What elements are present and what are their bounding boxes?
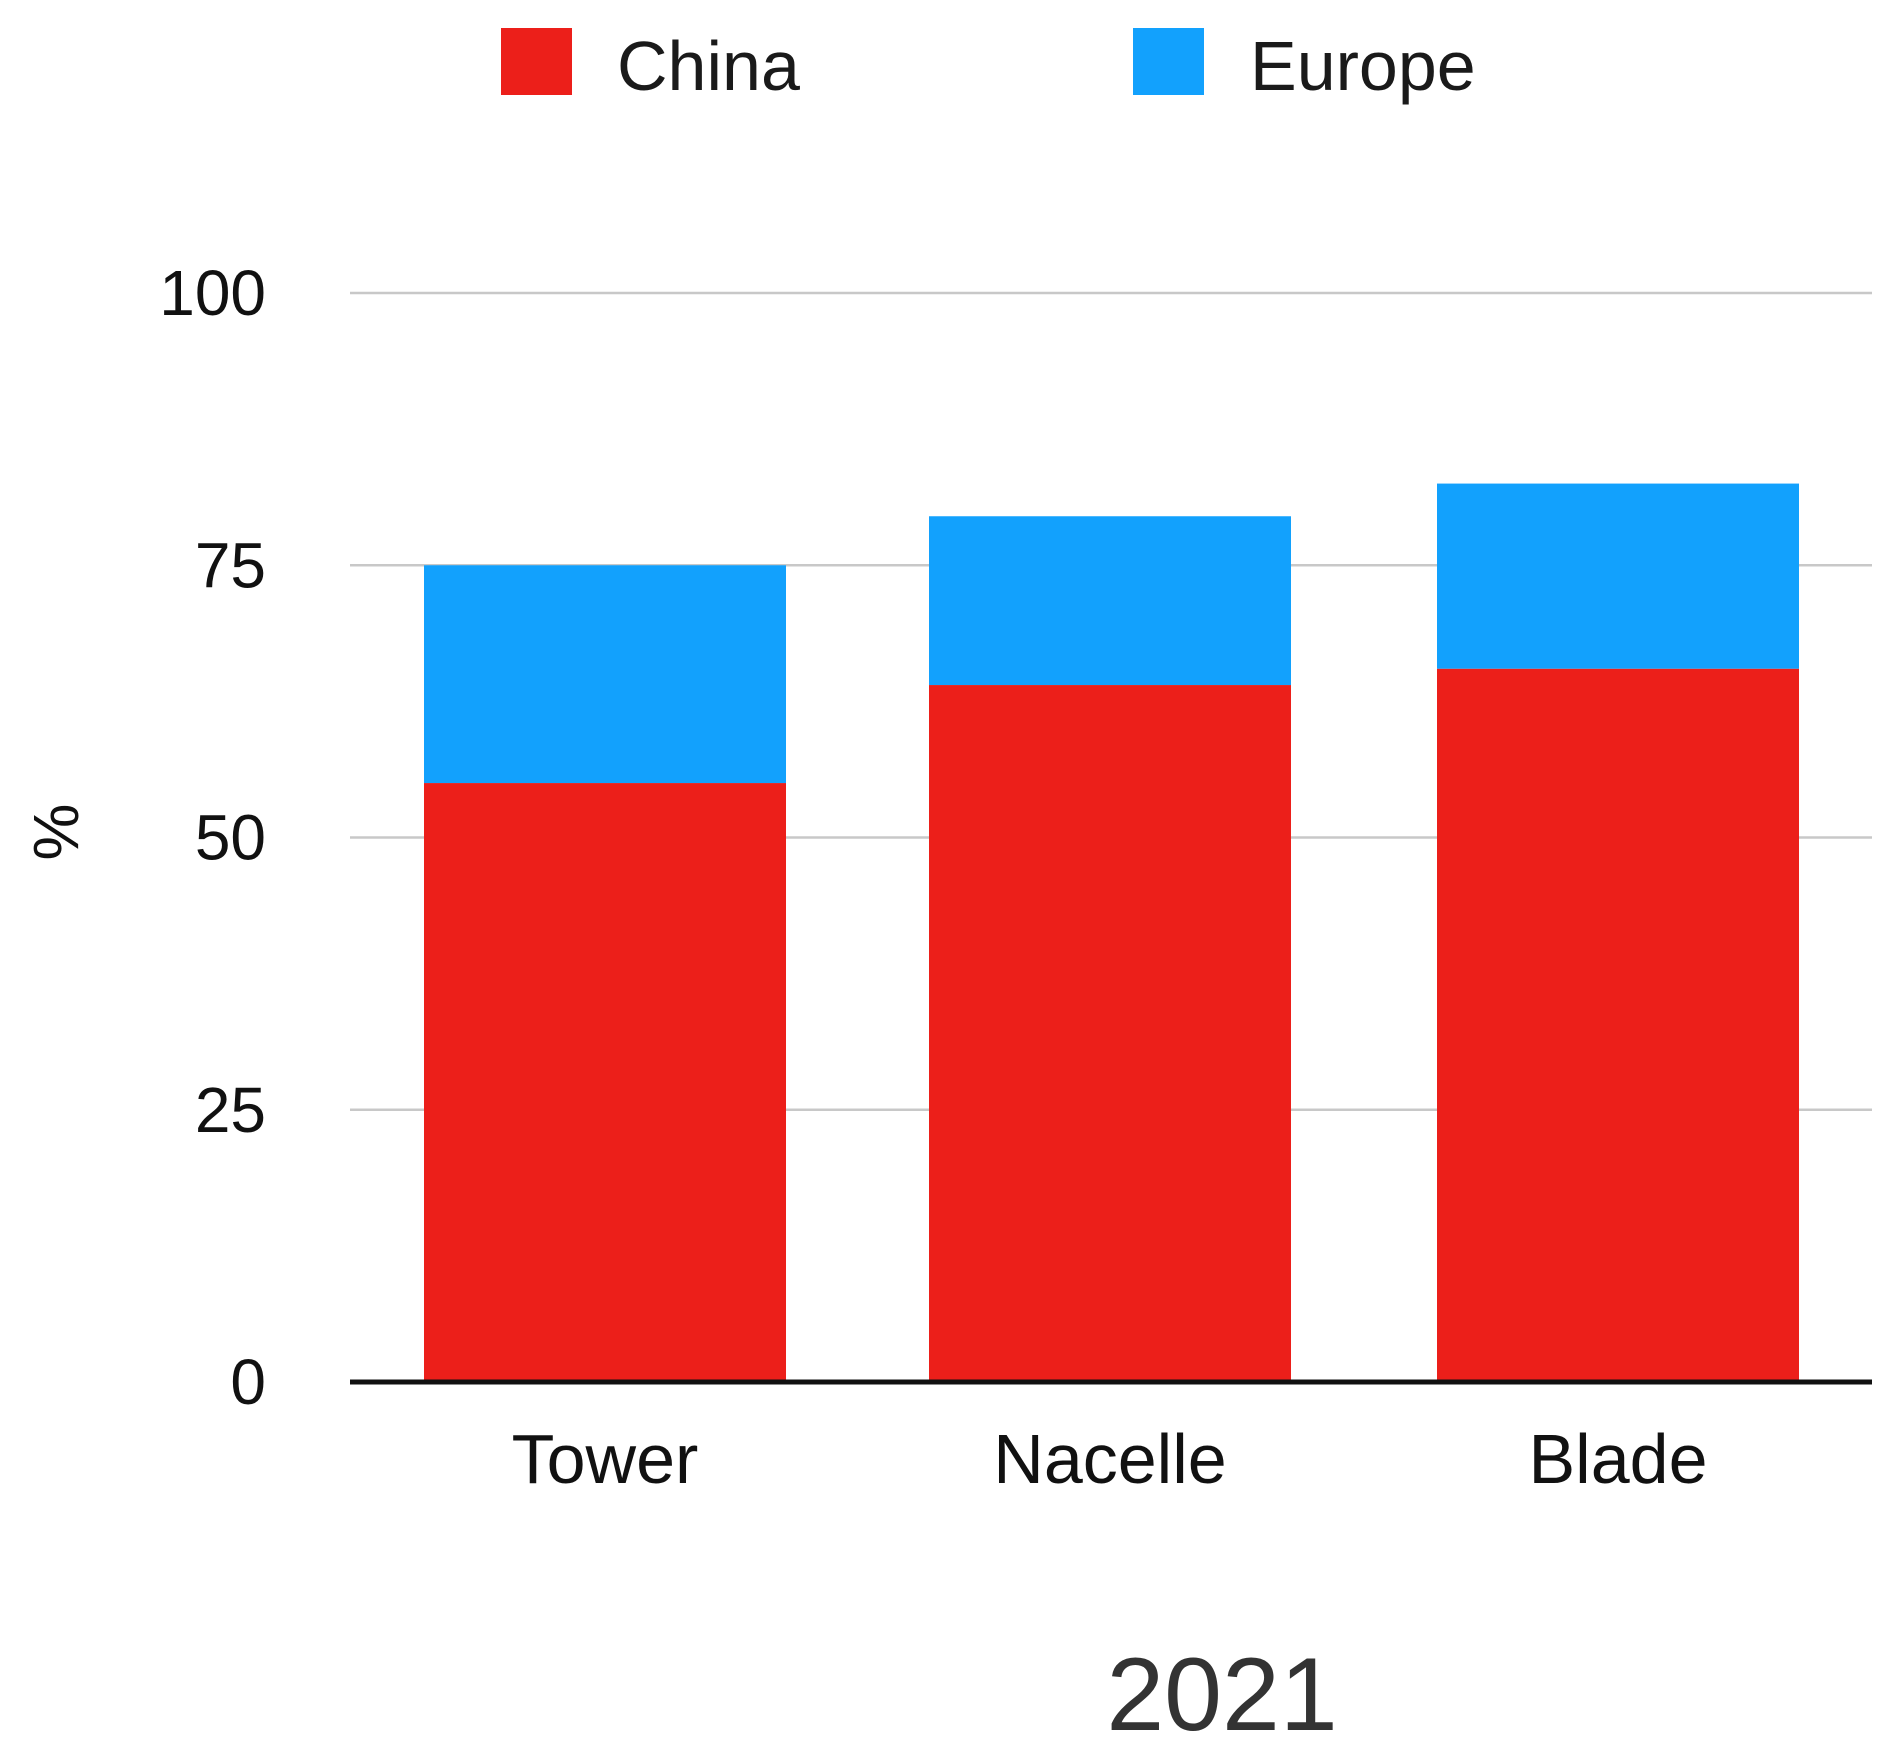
bar-china-blade <box>1437 668 1799 1382</box>
y-tick-label: 50 <box>195 802 266 874</box>
x-tick-label: Blade <box>1528 1420 1707 1498</box>
legend: China Europe <box>501 27 1476 105</box>
x-axis-labels: Tower Nacelle Blade <box>512 1420 1708 1498</box>
y-axis-title: % <box>20 804 92 861</box>
y-tick-label: 0 <box>230 1346 266 1418</box>
y-tick-label: 25 <box>195 1074 266 1146</box>
bar-europe-tower <box>424 565 786 784</box>
x-tick-label: Nacelle <box>993 1420 1226 1498</box>
legend-swatch-china <box>501 28 572 95</box>
x-axis-title: 2021 <box>1106 1637 1337 1751</box>
x-tick-label: Tower <box>512 1420 699 1498</box>
y-tick-label: 75 <box>195 529 266 601</box>
legend-swatch-europe <box>1133 28 1204 95</box>
bars <box>424 483 1799 1382</box>
y-tick-label: 100 <box>159 257 266 329</box>
legend-label-europe: Europe <box>1250 27 1476 105</box>
bar-china-tower <box>424 783 786 1382</box>
legend-label-china: China <box>617 27 800 105</box>
bar-china-nacelle <box>929 685 1291 1382</box>
bar-europe-blade <box>1437 483 1799 669</box>
bar-europe-nacelle <box>929 516 1291 686</box>
y-axis-ticks: 0 25 50 75 100 <box>159 257 266 1418</box>
